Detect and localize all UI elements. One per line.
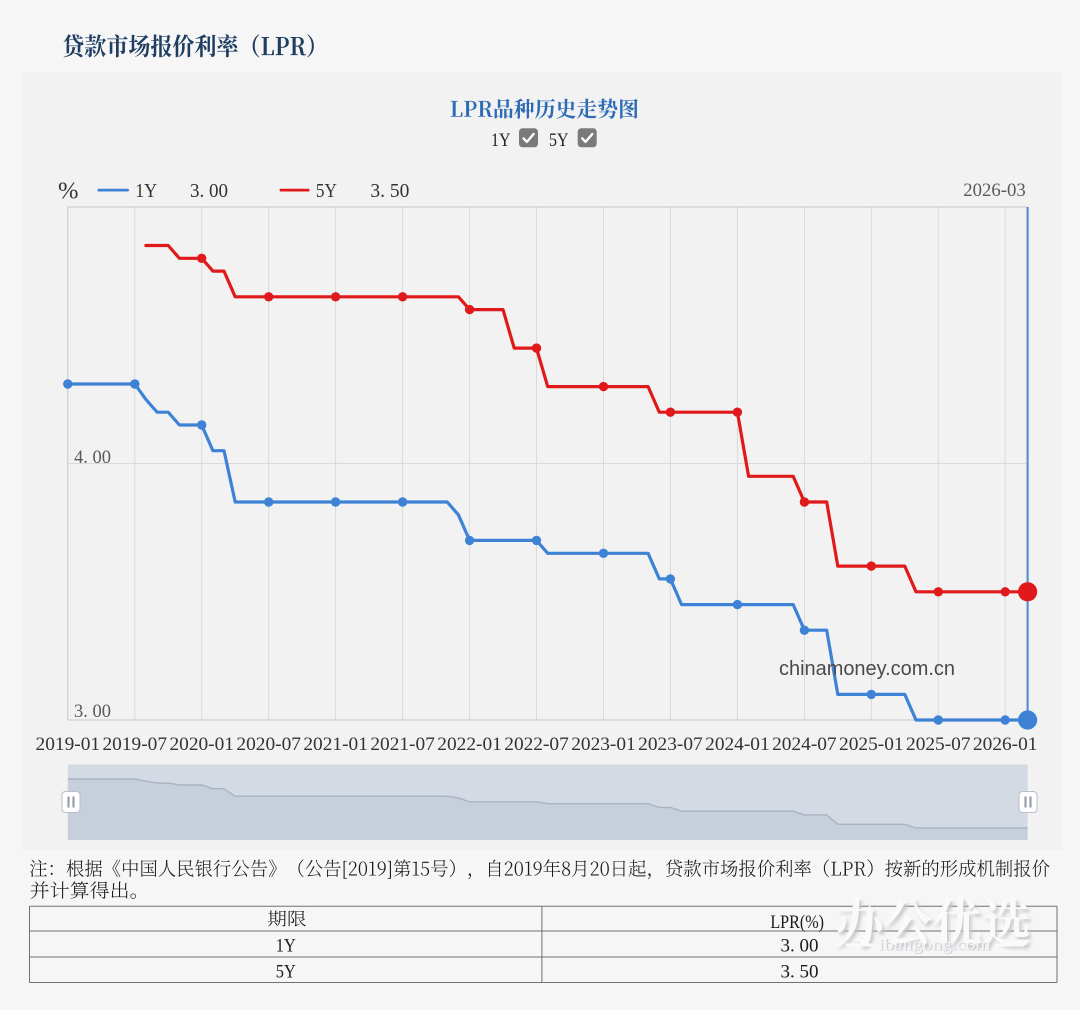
svg-text:LPR(%): LPR(%) (770, 912, 824, 933)
svg-text:2022-07: 2022-07 (504, 734, 569, 755)
svg-text:2024-07: 2024-07 (772, 734, 837, 755)
svg-text:2019-07: 2019-07 (103, 734, 168, 755)
svg-text:3. 00: 3. 00 (781, 935, 819, 956)
svg-text:2021-07: 2021-07 (370, 734, 435, 755)
svg-text:2023-07: 2023-07 (638, 734, 703, 755)
svg-text:2020-01: 2020-01 (169, 734, 234, 755)
svg-text:1Y: 1Y (491, 130, 511, 151)
svg-text:3. 00: 3. 00 (74, 701, 111, 722)
svg-text:1Y: 1Y (135, 180, 157, 202)
svg-text:5Y: 5Y (549, 130, 569, 151)
svg-text:%: % (58, 179, 79, 205)
svg-text:2025-01: 2025-01 (839, 734, 904, 755)
svg-text:5Y: 5Y (316, 180, 337, 202)
svg-text:2023-01: 2023-01 (571, 734, 636, 755)
svg-text:5Y: 5Y (276, 961, 296, 982)
svg-text:ibangong.com: ibangong.com (879, 937, 992, 954)
svg-text:2026-01: 2026-01 (973, 734, 1038, 755)
svg-text:2019-01: 2019-01 (36, 734, 101, 755)
svg-text:2026-03: 2026-03 (963, 180, 1026, 201)
svg-text:4. 00: 4. 00 (74, 447, 111, 468)
svg-text:3. 50: 3. 50 (370, 180, 409, 202)
svg-text:3. 50: 3. 50 (781, 961, 819, 982)
svg-text:1Y: 1Y (276, 936, 296, 957)
svg-text:2021-01: 2021-01 (303, 734, 368, 755)
svg-text:2024-01: 2024-01 (705, 734, 770, 755)
svg-text:3. 00: 3. 00 (190, 180, 228, 202)
svg-text:2022-01: 2022-01 (437, 734, 502, 755)
svg-text:2020-07: 2020-07 (236, 734, 301, 755)
svg-text:chinamoney.com.cn: chinamoney.com.cn (779, 658, 955, 680)
svg-text:ibangong.com: ibangong.com (880, 938, 993, 955)
svg-text:2025-07: 2025-07 (906, 734, 971, 755)
